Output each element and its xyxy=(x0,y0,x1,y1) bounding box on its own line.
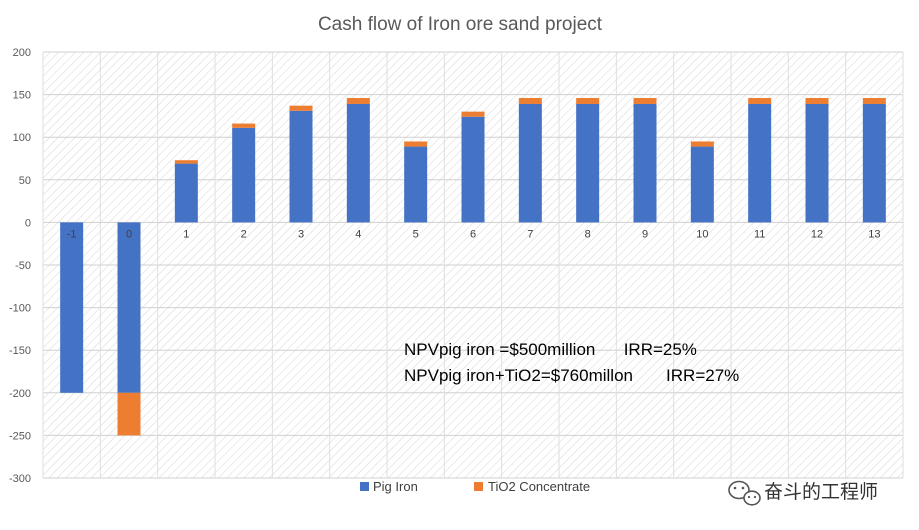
bar-pig-iron xyxy=(576,103,600,223)
watermark-text: 奋斗的工程师 xyxy=(764,481,878,503)
bar-tio2 xyxy=(404,141,428,147)
chart-title: Cash flow of Iron ore sand project xyxy=(318,14,603,35)
annotation-npv-pig-iron-tio2: NPVpig iron+TiO2=$760millon IRR=27% xyxy=(404,366,739,385)
y-tick-label: -250 xyxy=(9,430,31,442)
x-category-label: 4 xyxy=(355,228,361,240)
bar-tio2 xyxy=(805,98,829,104)
x-category-label: -1 xyxy=(67,228,77,240)
bar-tio2 xyxy=(117,392,141,436)
bar-pig-iron xyxy=(690,146,714,223)
x-category-label: 1 xyxy=(183,228,189,240)
annotation-npv-pig-iron: NPVpig iron =$500million IRR=25% xyxy=(404,340,697,359)
x-category-label: 7 xyxy=(527,228,533,240)
x-category-label: 3 xyxy=(298,228,304,240)
bar-tio2 xyxy=(862,98,886,104)
y-tick-label: -200 xyxy=(9,388,31,400)
legend: Pig Iron TiO2 Concentrate xyxy=(360,479,590,494)
bar-pig-iron xyxy=(174,163,198,223)
bar-tio2 xyxy=(289,105,313,111)
watermark: 奋斗的工程师 xyxy=(728,480,878,506)
y-tick-label: 150 xyxy=(13,90,31,102)
x-category-label: 12 xyxy=(811,228,823,240)
bar-pig-iron xyxy=(346,103,370,223)
bar-tio2 xyxy=(748,98,772,104)
bar-pig-iron xyxy=(404,146,428,223)
bar-tio2 xyxy=(633,98,657,104)
bar-tio2 xyxy=(232,123,256,128)
x-axis-categories: -1 0 1 2 3 4 5 6 7 8 9 10 11 12 13 xyxy=(67,228,881,240)
legend-label-tio2: TiO2 Concentrate xyxy=(488,479,590,494)
bar-pig-iron xyxy=(289,110,313,223)
y-tick-label: 50 xyxy=(19,175,31,187)
bar-pig-iron xyxy=(232,127,256,223)
x-category-label: 10 xyxy=(696,228,708,240)
bar-tio2 xyxy=(690,141,714,147)
x-category-label: 13 xyxy=(868,228,880,240)
bar-pig-iron xyxy=(748,103,772,223)
bar-tio2 xyxy=(461,111,485,117)
bar-tio2 xyxy=(346,98,370,104)
legend-swatch-tio2 xyxy=(474,482,483,491)
y-axis-ticks: 200 150 100 50 0 -50 -100 -150 -200 -250 -300 xyxy=(9,47,31,485)
wechat-icon xyxy=(728,480,761,506)
x-category-label: 9 xyxy=(642,228,648,240)
bars xyxy=(60,98,886,436)
x-category-label: 6 xyxy=(470,228,476,240)
y-tick-label: 0 xyxy=(25,217,31,229)
bar-pig-iron xyxy=(633,103,657,223)
bar-pig-iron xyxy=(117,222,141,393)
gridlines xyxy=(42,51,904,479)
x-category-label: 8 xyxy=(585,228,591,240)
y-tick-label: -100 xyxy=(9,303,31,315)
bar-tio2 xyxy=(518,98,542,104)
x-category-label: 11 xyxy=(754,228,765,240)
bar-tio2 xyxy=(576,98,600,104)
y-tick-label: -50 xyxy=(15,260,31,272)
bar-pig-iron xyxy=(862,103,886,223)
x-category-label: 2 xyxy=(241,228,247,240)
y-tick-label: 200 xyxy=(13,47,31,59)
bar-pig-iron xyxy=(461,116,485,223)
y-tick-label: 100 xyxy=(13,132,31,144)
bar-tio2 xyxy=(174,160,198,164)
x-category-label: 5 xyxy=(413,228,419,240)
y-tick-label: -300 xyxy=(9,473,31,485)
bar-pig-iron xyxy=(805,103,829,223)
y-tick-label: -150 xyxy=(9,345,31,357)
legend-label-pig-iron: Pig Iron xyxy=(373,479,418,494)
x-category-label: 0 xyxy=(126,228,132,240)
legend-swatch-pig-iron xyxy=(360,482,369,491)
bar-pig-iron xyxy=(518,103,542,223)
bar-pig-iron xyxy=(60,222,84,393)
